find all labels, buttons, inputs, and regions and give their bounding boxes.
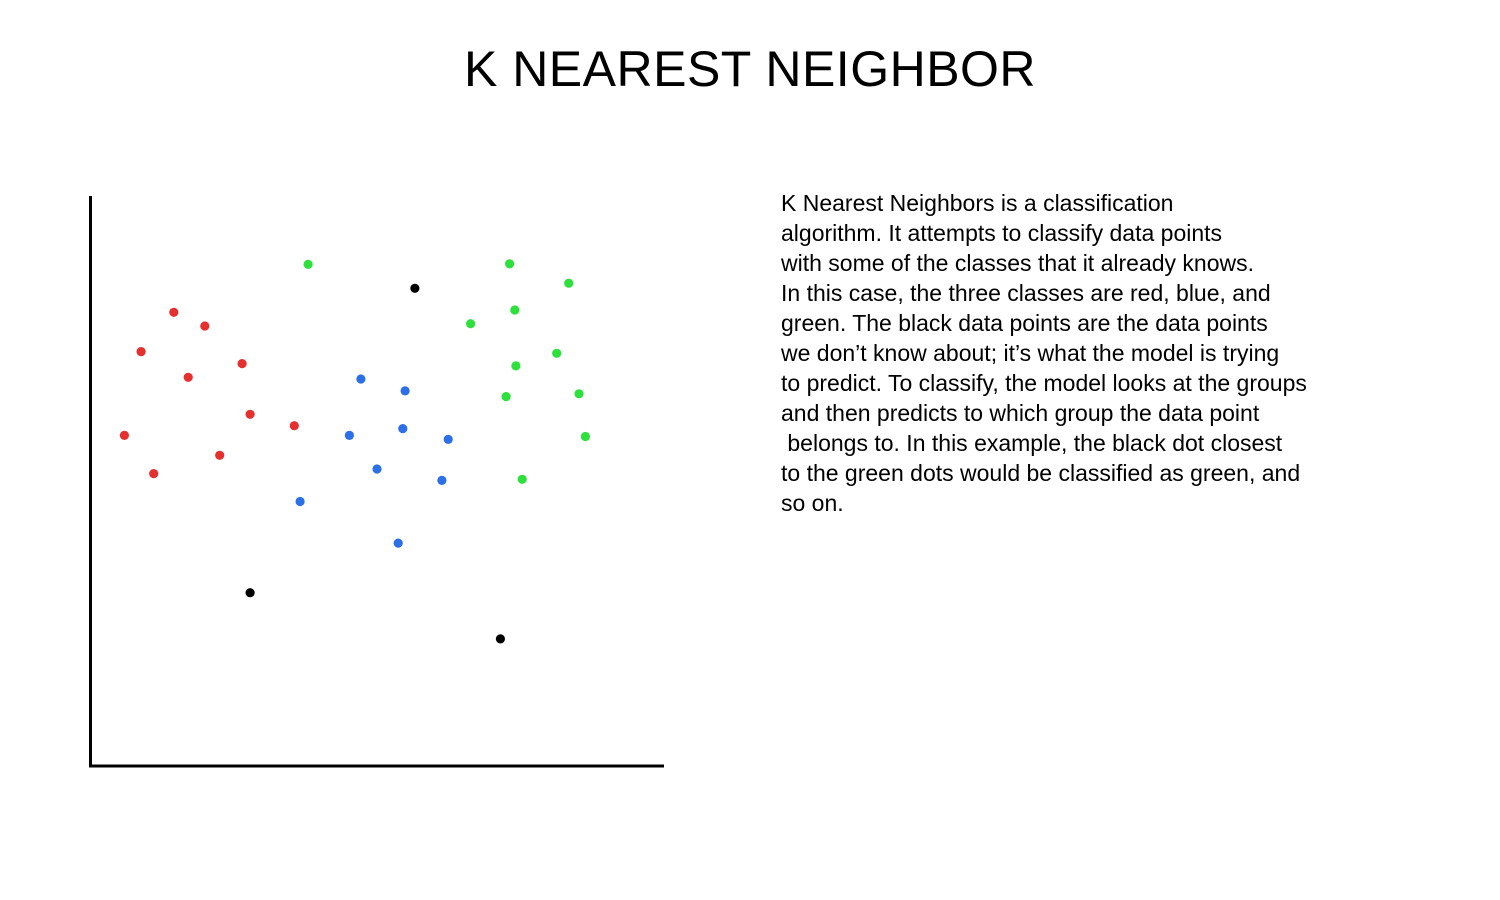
description-line: and then predicts to which group the dat… [781, 400, 1260, 426]
data-point [580, 431, 590, 442]
data-point [303, 259, 313, 269]
description-line: to predict. To classify, the model looks… [781, 370, 1307, 396]
data-points [119, 259, 590, 644]
data-point [510, 305, 520, 315]
data-point [215, 450, 225, 460]
data-point [149, 469, 159, 479]
data-point [443, 434, 453, 444]
description-line: with some of the classes that it already… [781, 250, 1254, 276]
data-point [245, 409, 255, 419]
data-point [552, 348, 562, 358]
data-point [136, 347, 146, 357]
data-point [356, 374, 366, 384]
data-point [289, 421, 299, 431]
data-point [398, 424, 408, 434]
data-point [295, 496, 305, 507]
description-line: so on. [781, 490, 844, 516]
data-point [237, 359, 247, 369]
data-point [183, 372, 193, 382]
data-point [505, 259, 515, 269]
data-point [400, 386, 410, 396]
data-point [466, 319, 476, 329]
description-line: algorithm. It attempts to classify data … [781, 220, 1223, 246]
data-point [119, 430, 129, 440]
data-point [517, 474, 527, 484]
page-title: K NEAREST NEIGHBOR [463, 41, 1037, 97]
data-point [372, 464, 382, 474]
data-point [245, 588, 255, 598]
data-point [344, 430, 354, 440]
data-point [393, 538, 403, 548]
scatter-chart [80, 190, 680, 780]
scatter-plot-area [89, 196, 664, 768]
data-point [437, 475, 447, 485]
data-point [574, 389, 584, 399]
description-text: K Nearest Neighbors is a classification … [781, 188, 1421, 518]
description-line: K Nearest Neighbors is a classification [781, 190, 1174, 216]
data-point [564, 278, 574, 288]
data-point [200, 321, 210, 331]
description-line: belongs to. In this example, the black d… [781, 430, 1283, 456]
data-point [495, 634, 505, 644]
data-point [169, 307, 179, 317]
data-point [511, 361, 521, 371]
data-point [501, 392, 511, 402]
description-line: In this case, the three classes are red,… [781, 280, 1271, 306]
description-line: to the green dots would be classified as… [781, 460, 1301, 486]
data-point [410, 283, 420, 293]
description-line: green. The black data points are the dat… [781, 310, 1268, 336]
description-line: we don’t know about; it’s what the model… [781, 340, 1280, 366]
